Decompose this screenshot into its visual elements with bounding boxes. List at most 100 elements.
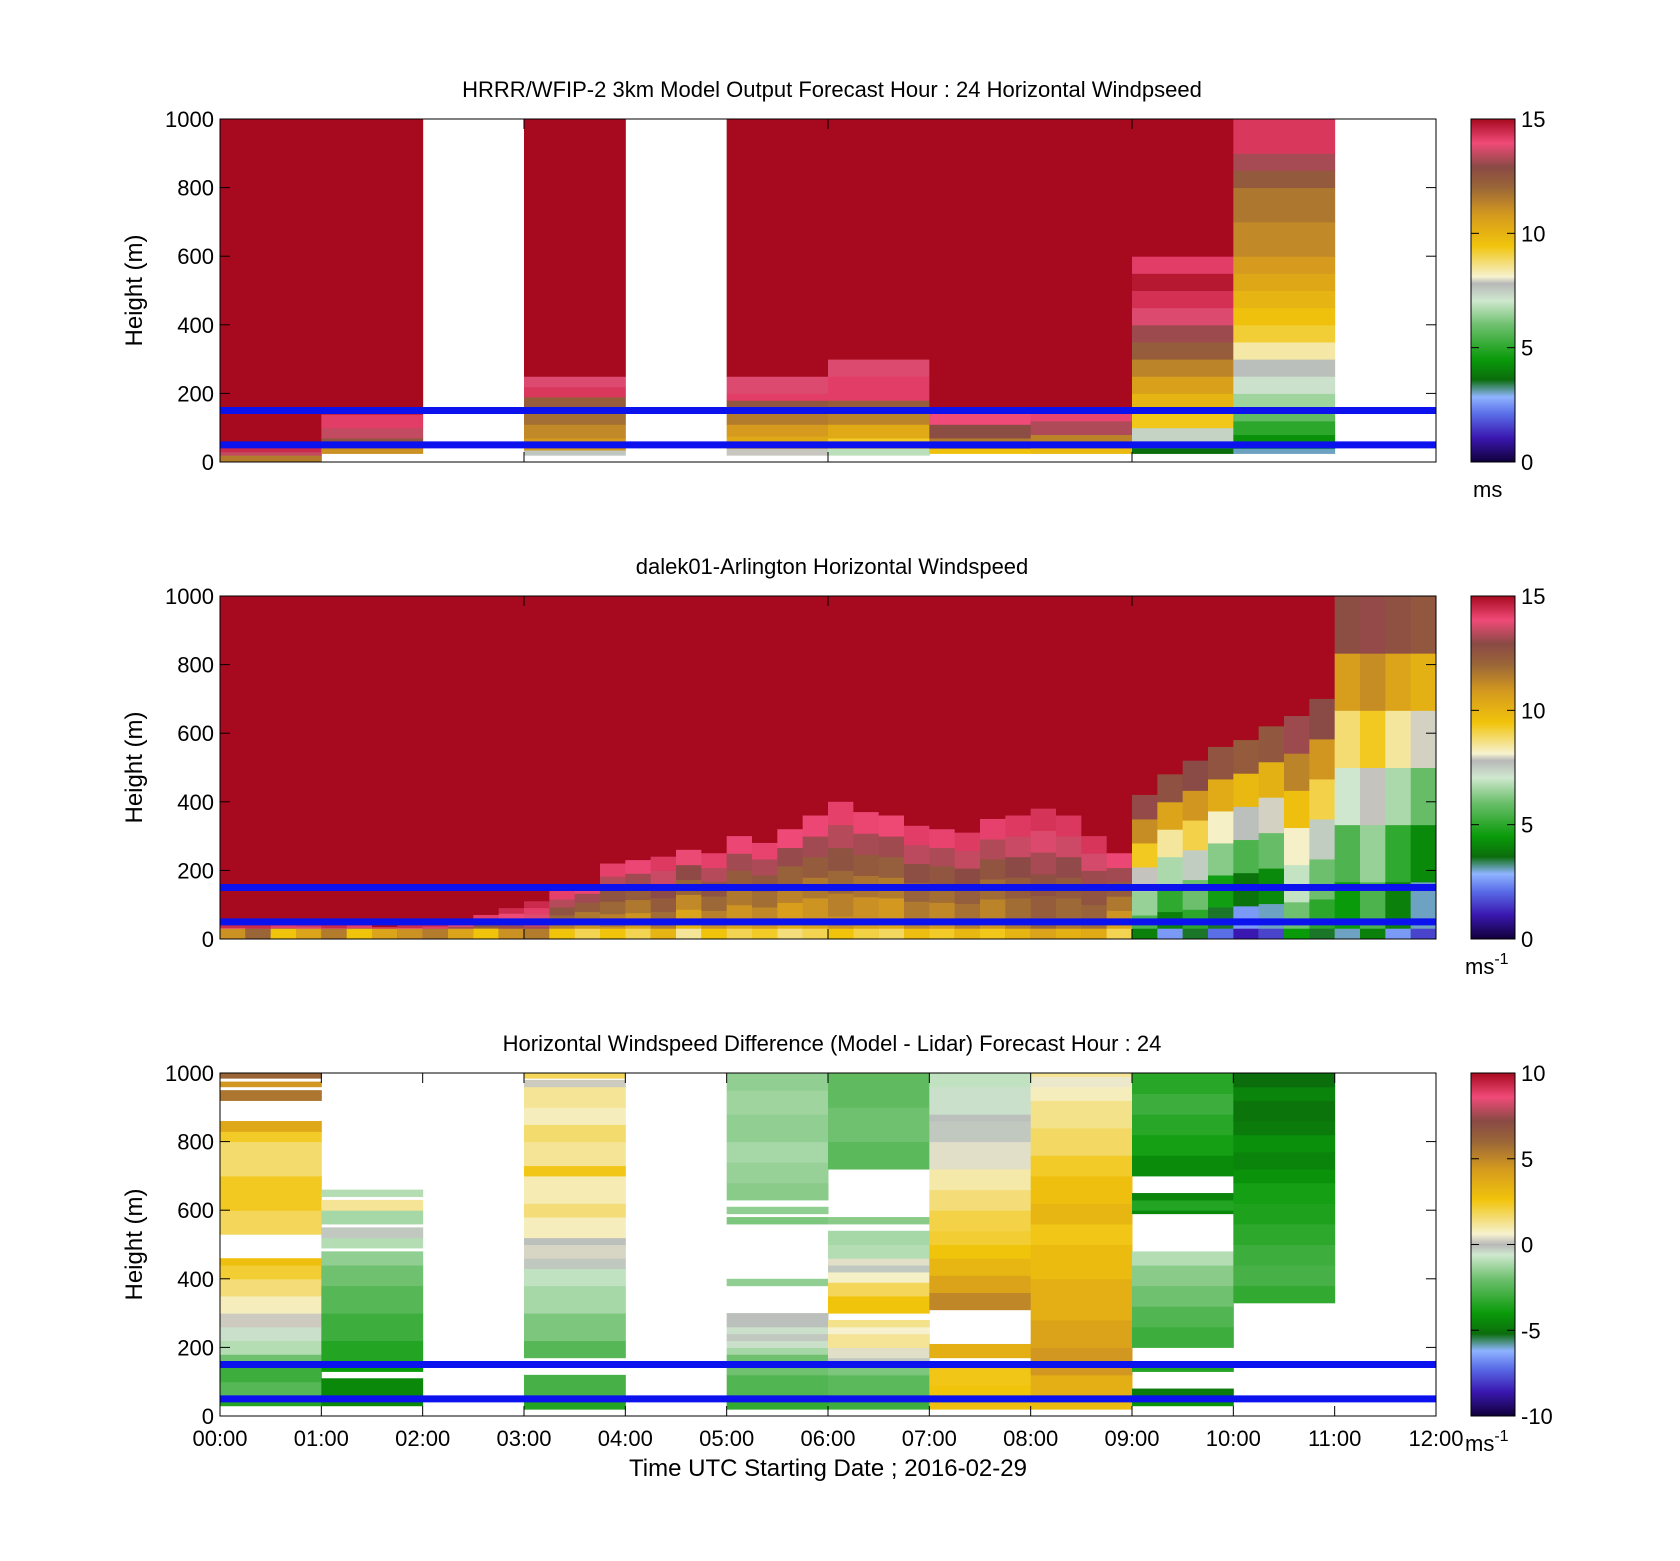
heatmap-cell xyxy=(397,596,424,926)
heatmap-cell xyxy=(1309,738,1336,780)
heatmap-cell xyxy=(828,424,930,439)
heatmap-cell xyxy=(549,890,576,900)
heatmap-cell xyxy=(853,896,880,919)
heatmap-cell xyxy=(1030,420,1133,436)
heatmap-cell xyxy=(828,1271,930,1283)
heatmap-cell xyxy=(625,596,652,861)
heatmap-cell xyxy=(802,836,829,858)
heatmap-cell xyxy=(726,376,829,394)
heatmap-cell xyxy=(1360,928,1386,939)
heatmap-cell xyxy=(929,1292,1032,1311)
heatmap-cell xyxy=(1030,1278,1133,1321)
heatmap-cell xyxy=(828,359,930,377)
heatmap-cell xyxy=(1233,740,1260,774)
colorbar-tick-label: 5 xyxy=(1521,1147,1533,1172)
heatmap-cell xyxy=(650,870,677,885)
heatmap-cell xyxy=(929,1244,1032,1259)
heatmap-cell xyxy=(878,815,905,837)
heatmap-cell xyxy=(1233,1182,1336,1204)
heatmap-cell xyxy=(929,829,956,849)
heatmap-cell xyxy=(802,856,829,878)
heatmap-cell xyxy=(726,853,753,871)
y-tick-label: 800 xyxy=(177,1130,214,1155)
heatmap-cell xyxy=(524,1175,626,1204)
heatmap-cell xyxy=(828,400,930,412)
heatmap-cell xyxy=(1233,170,1336,189)
heatmap-cell xyxy=(1132,376,1234,394)
y-tick-label: 200 xyxy=(177,381,214,406)
heatmap-cell xyxy=(726,1217,829,1225)
heatmap-cell xyxy=(524,1268,626,1287)
colorbar-unit: ms xyxy=(1473,477,1502,502)
colorbar-unit-exponent: -1 xyxy=(1494,951,1508,968)
heatmap-cell xyxy=(1334,710,1361,768)
heatmap-cell xyxy=(676,928,702,939)
heatmap-cell xyxy=(549,596,576,892)
heatmap-cell xyxy=(1233,1086,1336,1101)
heatmap-cell xyxy=(929,865,956,885)
heatmap-cell xyxy=(1030,928,1057,939)
heatmap-cell xyxy=(1309,596,1336,700)
heatmap-cell xyxy=(1081,853,1108,871)
colorbar-tick-label: 5 xyxy=(1521,813,1533,838)
heatmap-cell xyxy=(422,928,449,939)
heatmap-cell xyxy=(321,1285,424,1314)
heatmap-cell xyxy=(574,920,601,931)
heatmap-cell xyxy=(828,119,930,360)
heatmap-cell xyxy=(1132,448,1234,454)
heatmap-cell xyxy=(1233,1223,1336,1245)
heatmap-cell xyxy=(828,824,854,849)
heatmap-cell xyxy=(1284,864,1310,903)
heatmap-cell xyxy=(954,832,981,851)
heatmap-cell xyxy=(726,448,829,456)
heatmap-cell xyxy=(372,928,398,939)
heatmap-cell xyxy=(1056,815,1082,837)
heatmap-cell xyxy=(828,1347,930,1359)
heatmap-cell xyxy=(296,928,322,939)
heatmap-cell xyxy=(701,896,728,911)
y-tick-label: 400 xyxy=(177,313,214,338)
heatmap-cell xyxy=(1132,928,1158,939)
heatmap-cell xyxy=(878,596,905,817)
heatmap-cell xyxy=(853,812,880,834)
heatmap-cell xyxy=(1030,852,1057,875)
heatmap-cell xyxy=(878,856,905,878)
heatmap-cell xyxy=(726,1278,829,1287)
heatmap-cell xyxy=(1284,827,1310,866)
heatmap-cell xyxy=(220,1258,322,1266)
heatmap-cell xyxy=(1030,808,1057,831)
heatmap-cell xyxy=(1132,359,1234,377)
heatmap-cell xyxy=(726,393,829,401)
heatmap-cell xyxy=(929,1121,1032,1143)
heatmap-cell xyxy=(600,863,626,877)
heatmap-cell xyxy=(878,928,905,939)
heatmap-cell xyxy=(1132,1093,1234,1115)
heatmap-cell xyxy=(1233,376,1336,394)
heatmap-cell xyxy=(549,928,576,939)
heatmap-cell xyxy=(929,1210,1032,1232)
heatmap-cell xyxy=(422,926,449,930)
heatmap-cell xyxy=(600,596,626,865)
heatmap-cell xyxy=(1385,653,1412,711)
heatmap-cell xyxy=(524,928,550,939)
heatmap-cell xyxy=(1081,928,1108,939)
colorbar-tick-label: 5 xyxy=(1521,336,1533,361)
colorbar-unit: ms-1 xyxy=(1465,1428,1509,1456)
heatmap-cell xyxy=(220,925,246,929)
heatmap-cell xyxy=(220,455,322,462)
heatmap-cell xyxy=(828,1265,930,1273)
heatmap-cell xyxy=(726,887,753,906)
heatmap-cell xyxy=(878,836,905,858)
heatmap-cell xyxy=(1233,773,1260,807)
heatmap-cell xyxy=(524,449,626,456)
heatmap-cell xyxy=(600,888,626,902)
heatmap-cell xyxy=(980,858,1006,880)
heatmap-cell xyxy=(828,1333,930,1348)
heatmap-cell xyxy=(321,925,348,929)
heatmap-cell xyxy=(574,596,601,885)
heatmap-cell xyxy=(929,1086,1032,1115)
heatmap-cell xyxy=(828,1319,930,1328)
heatmap-cell xyxy=(828,1217,930,1225)
heatmap-cell xyxy=(220,119,322,442)
heatmap-cell xyxy=(1233,1121,1336,1136)
